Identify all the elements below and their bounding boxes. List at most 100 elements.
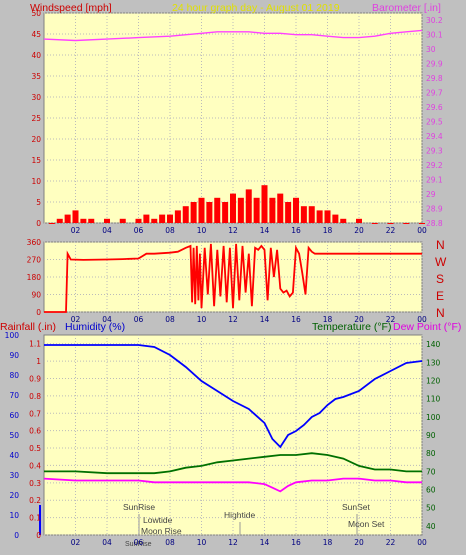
wind-panel-y-tick-left: 5 xyxy=(36,198,41,207)
wind-panel-y-tick-left: 0 xyxy=(36,219,41,228)
direction-panel-x-tick: 06 xyxy=(134,315,144,324)
direction-panel-x-tick: 02 xyxy=(71,315,81,324)
temp-panel-humidity-y-tick-left: 40 xyxy=(9,451,19,460)
temperature-line xyxy=(44,452,422,475)
wind-bar xyxy=(308,206,315,223)
barometer-title: Barometer [.in] xyxy=(372,2,441,14)
wind-bar xyxy=(48,223,55,224)
wind-bar xyxy=(174,210,181,223)
temp-panel-humidity-y-tick-left: 20 xyxy=(9,491,19,500)
temp-panel-x-tick: 04 xyxy=(102,538,112,547)
temp-panel-y-tick-right: 130 xyxy=(426,358,441,367)
wind-panel-x-tick: 16 xyxy=(291,226,301,235)
wind-bar xyxy=(143,214,150,223)
wind-bar xyxy=(387,223,394,224)
temp-panel-y-tick-left: 0.2 xyxy=(29,496,41,505)
wind-bar xyxy=(316,210,323,223)
wind-panel-y-tick-right: 29.8 xyxy=(426,74,443,83)
temp-panel-y-tick-left: 1 xyxy=(36,357,41,366)
sunset-label: SunSet xyxy=(342,502,371,512)
wind-bar xyxy=(230,193,236,223)
wind-panel-y-tick-right: 30.1 xyxy=(426,31,443,40)
wind-panel-x-tick: 20 xyxy=(354,226,364,235)
wind-panel-x-tick: 08 xyxy=(165,226,175,235)
wind-panel-x-tick: 22 xyxy=(386,226,396,235)
wind-bar xyxy=(253,197,260,223)
wind-panel-y-tick-right: 28.8 xyxy=(426,219,443,228)
direction-panel-x-tick: 22 xyxy=(386,315,396,324)
rainfall-title: Rainfall (.in) xyxy=(0,321,56,333)
dewpoint-line xyxy=(43,477,422,493)
wind-panel-x-tick: 02 xyxy=(71,226,81,235)
wind-panel-y-tick-left: 25 xyxy=(31,114,41,123)
sunrise-label: SunRise xyxy=(123,502,155,512)
wind-panel-x-tick: 04 xyxy=(102,226,112,235)
direction-panel-y-tick-left: 180 xyxy=(27,273,42,282)
humidity-title: Humidity (%) xyxy=(65,321,125,333)
temp-panel-y-tick-right: 70 xyxy=(426,467,436,476)
temp-panel-x-tick: 06 xyxy=(134,538,144,547)
wind-bar xyxy=(64,214,71,223)
wind-bar xyxy=(285,202,292,223)
temp-panel-y-tick-left: 0.5 xyxy=(29,444,41,453)
temp-panel-x-tick: 20 xyxy=(354,538,364,547)
wind-direction-line xyxy=(44,243,422,313)
temp-panel-x-tick: 16 xyxy=(291,538,301,547)
humidity-line xyxy=(44,344,423,449)
direction-e: E xyxy=(436,289,444,303)
wind-panel-x-tick: 10 xyxy=(197,226,207,235)
wind-bar xyxy=(371,223,378,224)
wind-panel-y-tick-right: 29.7 xyxy=(426,89,443,98)
wind-panel-y-tick-left: 10 xyxy=(31,177,41,186)
temp-panel-y-tick-left: 1.1 xyxy=(29,340,41,349)
direction-w: W xyxy=(435,255,447,269)
windspeed-title: Windspeed [mph] xyxy=(30,2,112,14)
temp-panel-humidity-y-tick-left: 100 xyxy=(5,331,20,340)
direction-panel-x-tick: 14 xyxy=(260,315,270,324)
wind-bar xyxy=(167,214,173,223)
direction-n-top: N xyxy=(436,238,445,252)
wind-panel-y-tick-right: 29 xyxy=(426,190,436,199)
temp-panel-y-tick-left: 0.3 xyxy=(29,479,41,488)
temp-panel-x-tick: 00 xyxy=(417,538,427,547)
direction-panel-x-tick: 10 xyxy=(197,315,207,324)
temp-panel-y-tick-left: 0.8 xyxy=(29,392,41,401)
wind-bar xyxy=(88,218,95,223)
direction-panel-x-tick: 20 xyxy=(354,315,364,324)
lowtide-label: Lowtide xyxy=(143,515,173,525)
temp-panel-humidity-y-tick-left: 0 xyxy=(14,531,19,540)
temp-panel-x-tick: 22 xyxy=(386,538,396,547)
direction-panel-x-tick: 18 xyxy=(323,315,333,324)
wind-bar xyxy=(419,223,425,224)
wind-panel-y-tick-right: 29.1 xyxy=(426,176,443,185)
direction-n-bottom: N xyxy=(436,306,445,320)
direction-panel-x-tick: 04 xyxy=(102,315,112,324)
direction-panel-y-tick-left: 360 xyxy=(27,238,42,247)
temp-panel-humidity-y-tick-left: 90 xyxy=(9,351,19,360)
direction-s: S xyxy=(436,272,444,286)
wind-panel-y-tick-right: 29.6 xyxy=(426,103,443,112)
wind-bar xyxy=(403,223,410,224)
wind-bar xyxy=(261,185,268,223)
wind-bar xyxy=(324,210,331,223)
temp-panel-humidity-y-tick-left: 30 xyxy=(9,471,19,480)
wind-bar xyxy=(214,197,221,223)
wind-bar xyxy=(151,218,158,223)
moonrise-label: Moon Rise xyxy=(141,526,182,536)
wind-panel-y-tick-left: 50 xyxy=(31,9,41,18)
wind-bar xyxy=(245,189,252,223)
wind-panel-y-tick-left: 20 xyxy=(31,135,41,144)
temp-panel-y-tick-left: 0.9 xyxy=(29,374,41,383)
sunrise-axis-label: SunRise xyxy=(125,541,152,548)
wind-bar xyxy=(190,202,197,223)
wind-bar xyxy=(104,218,110,223)
wind-panel-x-tick: 14 xyxy=(260,226,270,235)
temp-panel-x-tick: 02 xyxy=(71,538,81,547)
wind-panel-y-tick-left: 35 xyxy=(31,72,41,81)
direction-panel-x-tick: 16 xyxy=(291,315,301,324)
temp-panel-humidity-y-tick-left: 10 xyxy=(9,511,19,520)
wind-panel-y-tick-left: 40 xyxy=(31,51,41,60)
hightide-label: Hightide xyxy=(224,510,255,520)
